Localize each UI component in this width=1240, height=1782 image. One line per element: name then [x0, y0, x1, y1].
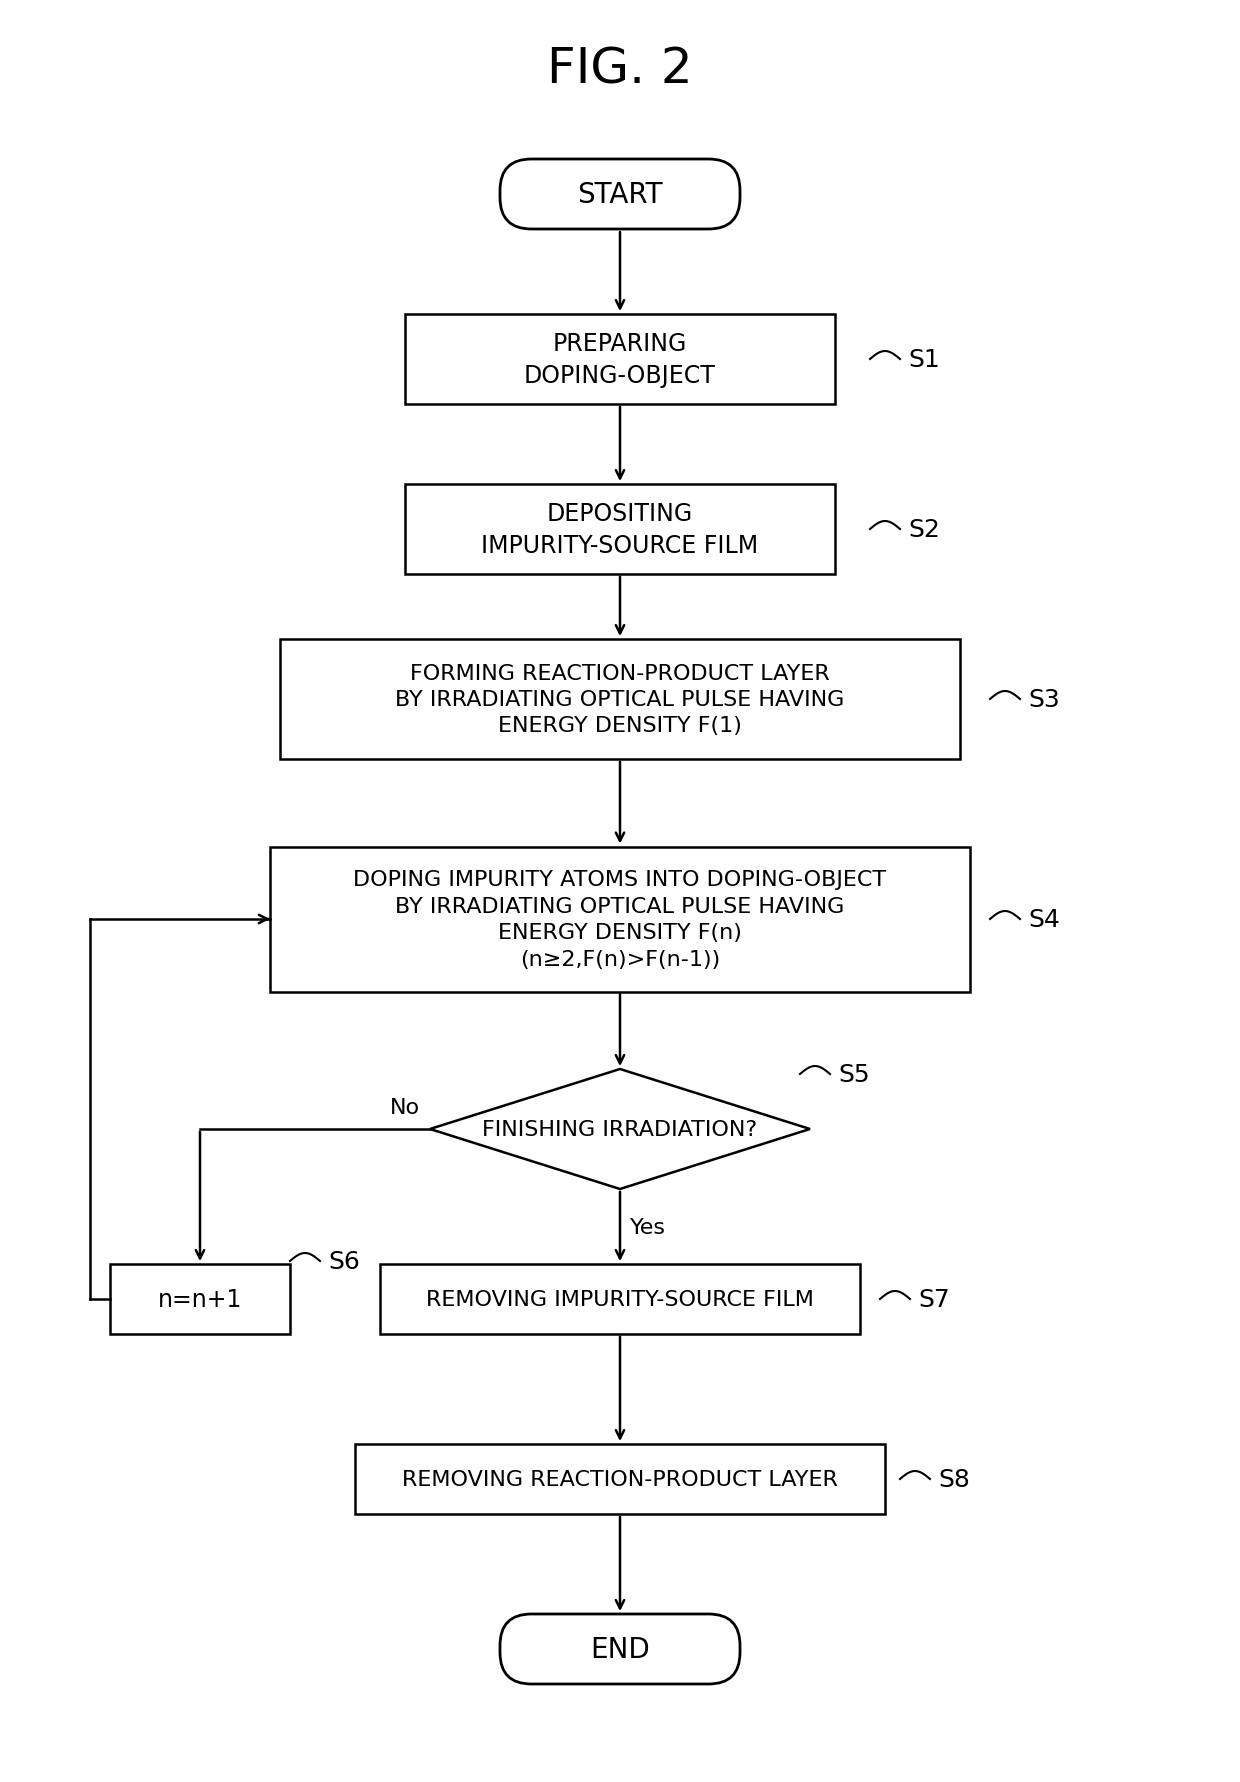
Polygon shape [430, 1069, 810, 1189]
Bar [379, 1263, 861, 1335]
Text: S8: S8 [937, 1467, 970, 1492]
Bar [110, 1263, 290, 1335]
Text: Yes: Yes [630, 1217, 666, 1237]
FancyBboxPatch shape [500, 160, 740, 230]
Text: DOPING IMPURITY ATOMS INTO DOPING-OBJECT
BY IRRADIATING OPTICAL PULSE HAVING
ENE: DOPING IMPURITY ATOMS INTO DOPING-OBJECT… [353, 870, 887, 969]
Text: REMOVING REACTION-PRODUCT LAYER: REMOVING REACTION-PRODUCT LAYER [402, 1468, 838, 1490]
Bar [405, 315, 835, 405]
Bar [405, 485, 835, 574]
Text: n=n+1: n=n+1 [157, 1287, 242, 1312]
Bar [280, 640, 960, 759]
Text: S6: S6 [329, 1249, 360, 1274]
Text: S7: S7 [918, 1287, 950, 1312]
Text: FORMING REACTION-PRODUCT LAYER
BY IRRADIATING OPTICAL PULSE HAVING
ENERGY DENSIT: FORMING REACTION-PRODUCT LAYER BY IRRADI… [396, 663, 844, 736]
Text: FINISHING IRRADIATION?: FINISHING IRRADIATION? [482, 1119, 758, 1139]
Text: END: END [590, 1636, 650, 1663]
Text: S4: S4 [1028, 907, 1060, 932]
Text: S3: S3 [1028, 688, 1060, 711]
Text: DEPOSITING
IMPURITY-SOURCE FILM: DEPOSITING IMPURITY-SOURCE FILM [481, 503, 759, 558]
Text: REMOVING IMPURITY-SOURCE FILM: REMOVING IMPURITY-SOURCE FILM [427, 1288, 813, 1310]
Text: S2: S2 [908, 519, 940, 542]
Text: FIG. 2: FIG. 2 [547, 46, 693, 94]
Bar [355, 1443, 885, 1515]
Text: START: START [578, 182, 662, 208]
Text: No: No [389, 1098, 420, 1117]
Text: S1: S1 [908, 347, 940, 372]
Text: PREPARING
DOPING-OBJECT: PREPARING DOPING-OBJECT [525, 331, 715, 387]
Text: S5: S5 [838, 1062, 869, 1087]
FancyBboxPatch shape [500, 1614, 740, 1684]
Bar [270, 846, 970, 993]
